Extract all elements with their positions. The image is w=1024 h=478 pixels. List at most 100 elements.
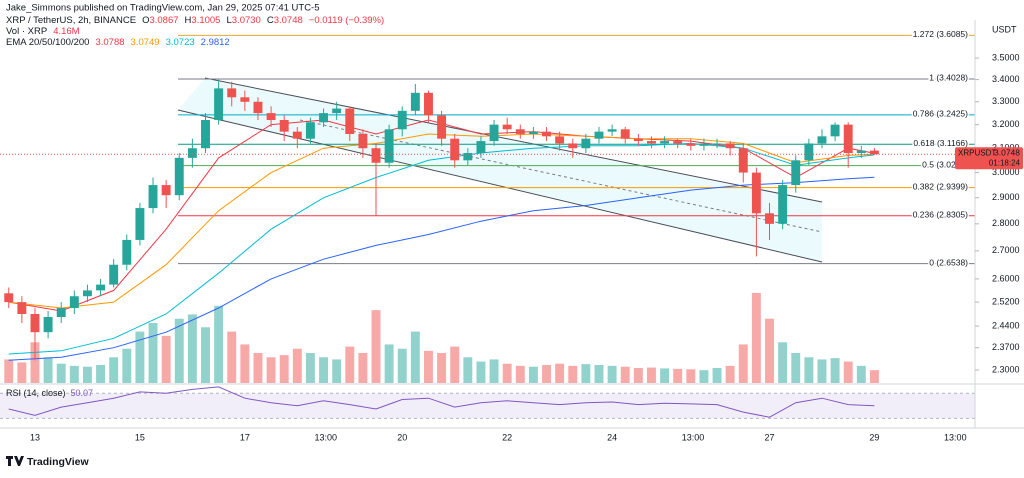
x-tick-label: 13:00 <box>682 432 705 442</box>
ema-value: 3.0788 <box>95 37 124 48</box>
candle-body <box>542 131 551 137</box>
candle-body <box>843 124 853 154</box>
volume-bar <box>122 348 132 383</box>
candle-body <box>122 239 132 265</box>
y-tick-label: 2.8000 <box>992 218 1020 228</box>
volume-bars <box>4 293 879 383</box>
volume-bar <box>56 363 66 383</box>
candle-body <box>660 141 670 144</box>
fib-label: 1 (3.4028) <box>929 73 968 83</box>
footer: TradingView <box>6 456 89 468</box>
fib-label: 1.272 (3.6085) <box>913 29 968 39</box>
x-tick-label: 27 <box>764 432 774 442</box>
candle-body <box>410 92 420 111</box>
volume-bar <box>410 331 420 383</box>
logo-icon <box>6 456 24 466</box>
volume-bar <box>319 357 329 383</box>
volume-bar <box>96 365 106 383</box>
volume-bar <box>305 353 315 383</box>
volume-bar <box>843 361 853 383</box>
candle-body <box>751 172 761 214</box>
candle-body <box>332 108 342 114</box>
volume-line: Vol · XRP 4.16M <box>6 26 80 37</box>
volume-bar <box>568 365 578 383</box>
rsi-last: 50.07 <box>71 388 94 398</box>
candle-body <box>594 131 604 139</box>
candles <box>0 79 975 361</box>
candle-body <box>607 129 617 132</box>
symbol: XRP / TetherUS, 2h, BINANCE <box>6 15 136 26</box>
candle-body <box>725 143 735 149</box>
volume-bar <box>463 357 473 383</box>
volume-bar <box>856 365 866 383</box>
candle-body <box>817 136 827 144</box>
last-price-value: 3.0748 <box>994 148 1020 158</box>
volume-bar <box>712 368 722 383</box>
y-tick-label: 3.3000 <box>992 96 1020 106</box>
ohlc-key: C <box>267 15 274 26</box>
candle-body <box>856 150 866 154</box>
candle-body <box>699 143 709 146</box>
price-unit: USDT <box>992 24 1017 34</box>
fib-label: 0.236 (2.8305) <box>913 210 968 220</box>
header: Jake_Simmons published on TradingView.co… <box>6 3 384 48</box>
volume-bar <box>633 368 643 383</box>
volume-bar <box>778 342 788 383</box>
volume-bar <box>266 357 276 383</box>
last-price-symbol: XRPUSDT <box>958 148 996 157</box>
x-tick-label: 13:00 <box>944 432 967 442</box>
candle-body <box>69 296 79 309</box>
volume-bar <box>384 344 394 383</box>
axes: USDT 13 15 17 13:00 20 22 24 13:00 27 29 13:00 3.50… <box>0 0 1024 443</box>
volume-bar <box>725 365 735 383</box>
volume-bar <box>437 353 447 383</box>
candle-body <box>568 143 578 149</box>
candle-body <box>358 133 368 149</box>
volume-bar <box>673 368 683 383</box>
volume-bar <box>187 314 197 383</box>
volume-bar <box>227 331 237 383</box>
volume-bar <box>253 353 263 383</box>
volume-bar <box>371 310 381 383</box>
candle-body <box>214 88 224 121</box>
candle-body <box>738 148 748 173</box>
volume-bar <box>69 365 79 383</box>
candle-body <box>161 185 171 196</box>
x-tick-label: 29 <box>869 432 879 442</box>
candle-body <box>476 141 486 154</box>
volume-value: 4.16M <box>53 26 79 37</box>
candle-body <box>56 308 66 317</box>
volume-bar <box>397 348 407 383</box>
volume-bar <box>424 350 433 383</box>
candle-body <box>266 113 276 121</box>
fib-levels: 1.272 (3.6085) 1 (3.4028) 0.786 (3.2425) 0.… <box>178 28 975 269</box>
candle-body <box>804 143 814 161</box>
volume-bar <box>332 359 342 383</box>
candle-body <box>791 160 801 186</box>
y-tick-label: 2.7000 <box>992 245 1020 255</box>
candle-body <box>489 124 499 142</box>
volume-bar <box>660 368 670 383</box>
candle-body <box>633 138 643 142</box>
x-tick-label: 24 <box>607 432 617 442</box>
candle-body <box>17 302 27 314</box>
candle-body <box>673 141 683 144</box>
ema-line: EMA 20/50/100/200 3.0788 3.0749 3.0723 2.981… <box>6 37 230 48</box>
ohlc-value: 3.0730 <box>232 15 261 26</box>
candle-body <box>135 208 145 240</box>
y-tick-label: 3.4000 <box>992 74 1020 84</box>
y-tick-label: 2.9000 <box>992 192 1020 202</box>
fib-label: 0.382 (2.9399) <box>913 181 968 191</box>
candle-body <box>646 141 656 144</box>
change: −0.0119 (−0.39%) <box>309 15 384 26</box>
symbol-line: XRP / TetherUS, 2h, BINANCE O3.0867 H3.100… <box>6 15 384 26</box>
ema-value: 3.0723 <box>166 37 195 48</box>
candle-body <box>502 124 512 130</box>
volume-bar <box>214 305 224 383</box>
candle-body <box>686 143 696 146</box>
candle-body <box>528 131 538 134</box>
price-axis-bg <box>975 0 1024 430</box>
ohlc-value: 3.0748 <box>274 15 303 26</box>
candle-body <box>830 124 840 137</box>
candle-body <box>765 213 774 224</box>
